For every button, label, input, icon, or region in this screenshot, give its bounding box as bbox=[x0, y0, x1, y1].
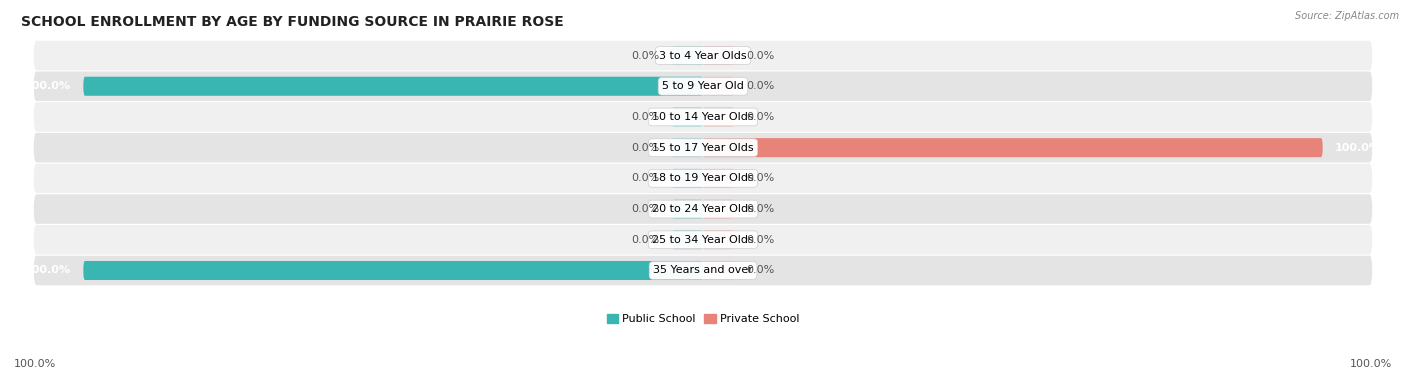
FancyBboxPatch shape bbox=[703, 261, 734, 280]
FancyBboxPatch shape bbox=[703, 107, 734, 126]
Text: 20 to 24 Year Olds: 20 to 24 Year Olds bbox=[652, 204, 754, 214]
Text: 100.0%: 100.0% bbox=[1336, 143, 1381, 153]
Text: 0.0%: 0.0% bbox=[747, 235, 775, 245]
FancyBboxPatch shape bbox=[703, 138, 1323, 157]
Text: SCHOOL ENROLLMENT BY AGE BY FUNDING SOURCE IN PRAIRIE ROSE: SCHOOL ENROLLMENT BY AGE BY FUNDING SOUR… bbox=[21, 15, 564, 29]
FancyBboxPatch shape bbox=[672, 138, 703, 157]
FancyBboxPatch shape bbox=[34, 194, 1372, 224]
FancyBboxPatch shape bbox=[34, 256, 1372, 285]
FancyBboxPatch shape bbox=[83, 261, 703, 280]
Text: 0.0%: 0.0% bbox=[631, 173, 659, 183]
FancyBboxPatch shape bbox=[83, 77, 703, 96]
FancyBboxPatch shape bbox=[34, 164, 1372, 193]
Text: 100.0%: 100.0% bbox=[14, 359, 56, 369]
FancyBboxPatch shape bbox=[703, 77, 734, 96]
Text: 10 to 14 Year Olds: 10 to 14 Year Olds bbox=[652, 112, 754, 122]
FancyBboxPatch shape bbox=[34, 72, 1372, 101]
Text: 5 to 9 Year Old: 5 to 9 Year Old bbox=[662, 81, 744, 91]
Text: 3 to 4 Year Olds: 3 to 4 Year Olds bbox=[659, 51, 747, 61]
FancyBboxPatch shape bbox=[703, 199, 734, 219]
Text: 35 Years and over: 35 Years and over bbox=[652, 265, 754, 276]
Text: 0.0%: 0.0% bbox=[747, 112, 775, 122]
Text: 0.0%: 0.0% bbox=[631, 235, 659, 245]
FancyBboxPatch shape bbox=[34, 41, 1372, 70]
Text: 100.0%: 100.0% bbox=[25, 265, 70, 276]
FancyBboxPatch shape bbox=[703, 46, 734, 65]
FancyBboxPatch shape bbox=[672, 169, 703, 188]
Text: 0.0%: 0.0% bbox=[631, 204, 659, 214]
FancyBboxPatch shape bbox=[672, 107, 703, 126]
Text: 18 to 19 Year Olds: 18 to 19 Year Olds bbox=[652, 173, 754, 183]
FancyBboxPatch shape bbox=[672, 199, 703, 219]
Text: 0.0%: 0.0% bbox=[747, 204, 775, 214]
FancyBboxPatch shape bbox=[672, 46, 703, 65]
Text: 0.0%: 0.0% bbox=[747, 265, 775, 276]
FancyBboxPatch shape bbox=[703, 169, 734, 188]
Text: 0.0%: 0.0% bbox=[631, 143, 659, 153]
Text: 0.0%: 0.0% bbox=[631, 112, 659, 122]
Text: Source: ZipAtlas.com: Source: ZipAtlas.com bbox=[1295, 11, 1399, 21]
Legend: Public School, Private School: Public School, Private School bbox=[602, 310, 804, 329]
Text: 15 to 17 Year Olds: 15 to 17 Year Olds bbox=[652, 143, 754, 153]
Text: 0.0%: 0.0% bbox=[747, 173, 775, 183]
FancyBboxPatch shape bbox=[34, 102, 1372, 132]
Text: 100.0%: 100.0% bbox=[1350, 359, 1392, 369]
Text: 0.0%: 0.0% bbox=[631, 51, 659, 61]
Text: 25 to 34 Year Olds: 25 to 34 Year Olds bbox=[652, 235, 754, 245]
FancyBboxPatch shape bbox=[672, 230, 703, 249]
Text: 0.0%: 0.0% bbox=[747, 51, 775, 61]
FancyBboxPatch shape bbox=[34, 133, 1372, 162]
FancyBboxPatch shape bbox=[34, 225, 1372, 254]
Text: 100.0%: 100.0% bbox=[25, 81, 70, 91]
FancyBboxPatch shape bbox=[703, 230, 734, 249]
Text: 0.0%: 0.0% bbox=[747, 81, 775, 91]
